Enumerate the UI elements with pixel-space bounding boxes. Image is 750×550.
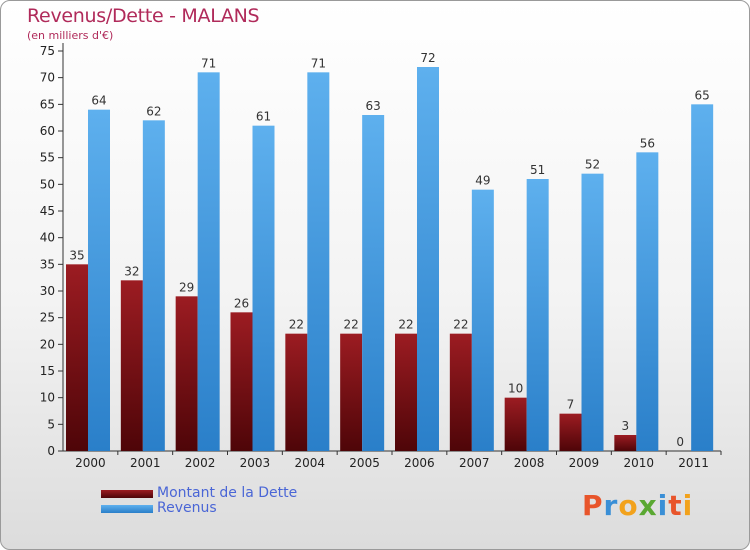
- value-label-dette: 32: [124, 264, 139, 278]
- value-label-dette: 3: [622, 419, 630, 433]
- chart-title: Revenus/Dette - MALANS: [27, 5, 260, 27]
- bar-revenus: [526, 179, 549, 451]
- value-label-dette: 7: [567, 398, 575, 412]
- y-tick-label: 45: [40, 204, 55, 218]
- logo-letter: r: [603, 489, 619, 522]
- chart-subtitle: (en milliers d'€): [27, 29, 114, 42]
- x-tick-label: 2009: [569, 456, 600, 470]
- x-tick-label: 2006: [404, 456, 435, 470]
- proxiti-logo: Proxiti: [582, 489, 693, 522]
- bar-dette: [395, 333, 417, 451]
- value-label-revenus: 62: [146, 104, 161, 118]
- bar-revenus: [88, 109, 110, 452]
- value-label-revenus: 51: [530, 163, 545, 177]
- value-label-revenus: 72: [420, 51, 435, 65]
- y-tick-label: 75: [40, 44, 55, 58]
- x-tick-label: 2011: [678, 456, 709, 470]
- y-tick-label: 60: [40, 124, 55, 138]
- logo-letter: x: [638, 489, 658, 522]
- bar-dette: [230, 312, 253, 451]
- x-tick-label: 2003: [240, 456, 271, 470]
- bar-revenus: [417, 67, 439, 451]
- value-label-dette: 22: [289, 318, 304, 332]
- logo-letter: o: [618, 489, 639, 522]
- x-tick-label: 2007: [459, 456, 490, 470]
- value-label-dette: 0: [676, 435, 684, 449]
- bar-dette: [504, 397, 527, 451]
- value-label-dette: 35: [69, 248, 84, 262]
- x-tick-label: 2010: [623, 456, 654, 470]
- logo-letter: t: [668, 489, 683, 522]
- value-label-dette: 22: [453, 318, 468, 332]
- bar-dette: [120, 280, 143, 451]
- y-tick-label: 5: [47, 417, 55, 431]
- bar-revenus: [636, 152, 659, 452]
- legend-swatch-debt: [101, 490, 153, 498]
- legend-label-debt: Montant de la Dette: [157, 485, 298, 501]
- value-label-revenus: 65: [695, 88, 710, 102]
- x-tick-label: 2008: [514, 456, 545, 470]
- bar-dette: [175, 296, 198, 451]
- chart-value-labels: 35 64 32 62 29 71 26 61 22 71 22 63 22 72 22 49 10 51 7 52 3…: [69, 51, 709, 449]
- legend-swatch-revenus: [101, 505, 153, 513]
- y-tick-label: 20: [40, 337, 55, 351]
- bar-revenus: [307, 72, 330, 451]
- value-label-dette: 22: [398, 318, 413, 332]
- bar-revenus: [197, 72, 220, 451]
- value-label-revenus: 52: [585, 158, 600, 172]
- value-label-revenus: 71: [311, 56, 326, 70]
- y-tick-label: 70: [40, 71, 55, 85]
- logo-letter: i: [682, 489, 694, 522]
- x-tick-label: 2001: [130, 456, 161, 470]
- value-label-dette: 29: [179, 280, 194, 294]
- bar-revenus: [142, 120, 165, 451]
- y-tick-label: 65: [40, 97, 55, 111]
- chart-bars: [66, 67, 714, 452]
- value-label-dette: 10: [508, 382, 523, 396]
- x-tick-label: 2002: [185, 456, 216, 470]
- bar-dette: [559, 413, 582, 451]
- y-tick-label: 50: [40, 177, 55, 191]
- value-label-revenus: 71: [201, 56, 216, 70]
- bar-revenus: [252, 125, 275, 452]
- y-tick-label: 25: [40, 311, 55, 325]
- bar-dette: [66, 264, 88, 451]
- value-label-dette: 26: [234, 296, 249, 310]
- logo-letter: P: [582, 489, 604, 522]
- x-tick-label: 2004: [294, 456, 325, 470]
- value-label-revenus: 63: [366, 99, 381, 113]
- value-label-revenus: 64: [91, 94, 106, 108]
- y-tick-label: 35: [40, 257, 55, 271]
- bar-dette: [285, 333, 308, 451]
- value-label-revenus: 56: [640, 136, 655, 150]
- bar-dette: [340, 333, 363, 451]
- y-tick-label: 15: [40, 364, 55, 378]
- value-label-revenus: 49: [475, 174, 490, 188]
- bar-dette: [449, 333, 472, 451]
- legend-label-revenus: Revenus: [157, 500, 217, 516]
- value-label-revenus: 61: [256, 110, 271, 124]
- y-tick-label: 55: [40, 151, 55, 165]
- y-tick-label: 10: [40, 391, 55, 405]
- x-tick-label: 2000: [75, 456, 106, 470]
- bar-revenus: [362, 115, 385, 451]
- bar-revenus: [471, 189, 494, 451]
- y-tick-label: 30: [40, 284, 55, 298]
- y-tick-label: 40: [40, 231, 55, 245]
- bar-dette: [614, 435, 637, 451]
- y-tick-label: 0: [47, 444, 55, 458]
- bar-revenus: [581, 173, 604, 451]
- logo-letter: i: [657, 489, 669, 522]
- value-label-dette: 22: [344, 318, 359, 332]
- x-tick-label: 2005: [349, 456, 380, 470]
- bar-revenus: [691, 104, 714, 451]
